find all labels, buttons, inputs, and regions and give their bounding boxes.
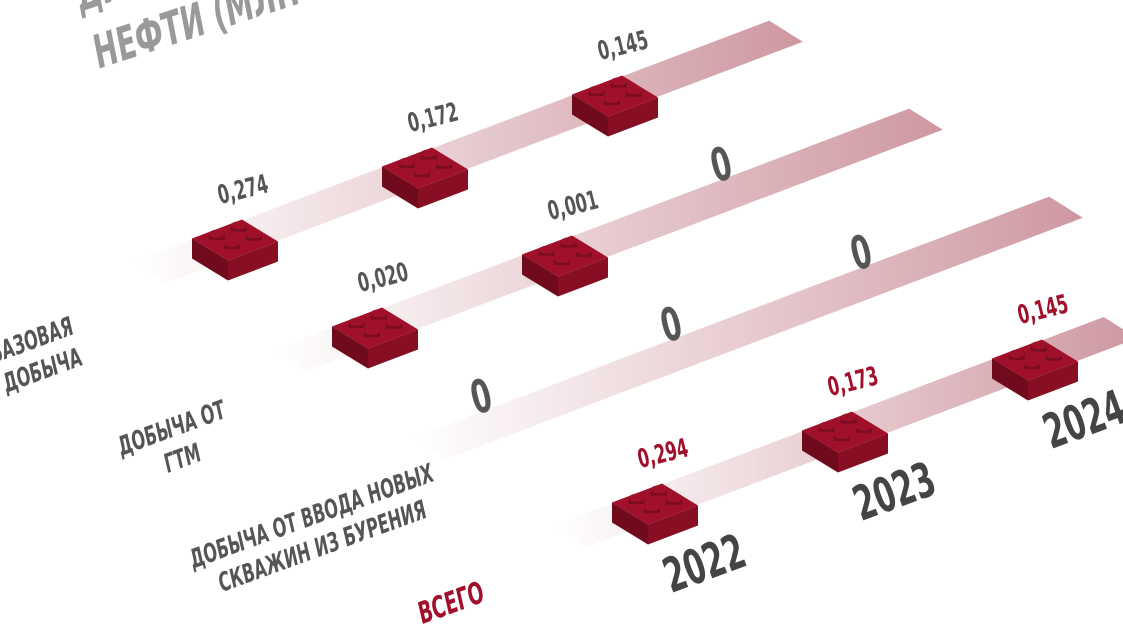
row-label-group: ДОБЫЧА ОТГТМ [113,395,243,493]
brick [992,339,1078,401]
title: ДИНАМИКА ДОБЫЧИ НЕФТИ (МЛН Т) [67,0,418,80]
stud-top [650,485,667,494]
row-label: ДОБЫЧА ОТГТМ [113,395,243,493]
brick [332,307,418,369]
brick-front [558,257,608,297]
stud-top [420,149,437,158]
stud-top [413,167,430,176]
stud-top [385,318,402,327]
stud-top [625,86,642,95]
row-label-group: ДОБЫЧА ОТ ВВОДА НОВЫХСКВАЖИН ИЗ БУРЕНИЯ [185,459,450,606]
value-label-group: 0,173 [825,362,882,403]
row-label-group: ВСЕГО [413,575,489,631]
stud-top [560,237,577,246]
row-strip [412,196,1083,459]
value-label: 0,001 [545,186,602,227]
stud-top [1008,349,1025,358]
brick-left [992,358,1028,401]
stud-top [230,221,247,230]
brick-left [612,502,648,545]
title-line: НЕФТИ (МЛН Т) [86,0,346,80]
row-label: ВСЕГО [413,575,489,631]
row-label-group: БАЗОВАЯДОБЫЧА [0,312,89,400]
stud-top [553,255,570,264]
stud-top [643,503,660,512]
brick-left [332,326,368,369]
stud-top [1023,359,1040,368]
stud-top [370,309,387,318]
value-label-group: 0,274 [215,170,272,211]
stud-top [610,77,627,86]
value-label-group: 0,294 [635,434,692,475]
value-label: 0,294 [635,434,692,475]
brick-front [608,97,658,137]
year-label-group: 2022 [656,524,753,604]
brick-left [522,254,558,297]
stud-top [538,245,555,254]
value-label: 0,173 [825,362,882,403]
stud-top [398,157,415,166]
row-label: БАЗОВАЯДОБЫЧА [0,312,89,400]
year-label-group: 2023 [846,452,943,532]
brick-front [368,329,418,369]
value-label-group: 0,145 [595,26,652,67]
stud-top [435,158,452,167]
value-label-group: 0,172 [405,98,462,139]
stud-top [223,239,240,248]
stud-top [628,493,645,502]
stud-top [208,229,225,238]
brick-front [1028,361,1078,401]
year-label: 2022 [656,524,753,604]
brick-front [418,169,468,209]
stud-top [855,422,872,431]
stud-top [1030,341,1047,350]
brick-left [802,430,838,473]
value-label-group: 0,001 [545,186,602,227]
brick-front [648,505,698,545]
value-label: 0,145 [595,26,652,67]
brick [572,75,658,137]
brick-front [838,433,888,473]
row-label: ДОБЫЧА ОТ ВВОДА НОВЫХСКВАЖИН ИЗ БУРЕНИЯ [185,459,450,606]
stud-top [840,413,857,422]
stud-top [588,85,605,94]
value-label-group: 0,020 [355,258,412,299]
value-label: 0,020 [355,258,412,299]
value-label-group: 0,145 [1015,290,1072,331]
stud-top [363,327,380,336]
stud-top [818,421,835,430]
brick [802,411,888,473]
stud-top [833,431,850,440]
brick [192,219,278,281]
value-label: 0,274 [215,170,272,211]
value-label: 0,172 [405,98,462,139]
brick-left [382,166,418,209]
brick-left [192,238,228,281]
stud-top [1045,350,1062,359]
brick-left [572,94,608,137]
stud-top [245,230,262,239]
year-label: 2023 [846,452,943,532]
brick [612,483,698,545]
brick [382,147,468,209]
stud-top [603,95,620,104]
stud-top [348,317,365,326]
value-label: 0,145 [1015,290,1072,331]
stud-top [575,246,592,255]
brick-front [228,241,278,281]
stud-top [665,494,682,503]
row-strip [272,108,943,371]
brick [522,235,608,297]
